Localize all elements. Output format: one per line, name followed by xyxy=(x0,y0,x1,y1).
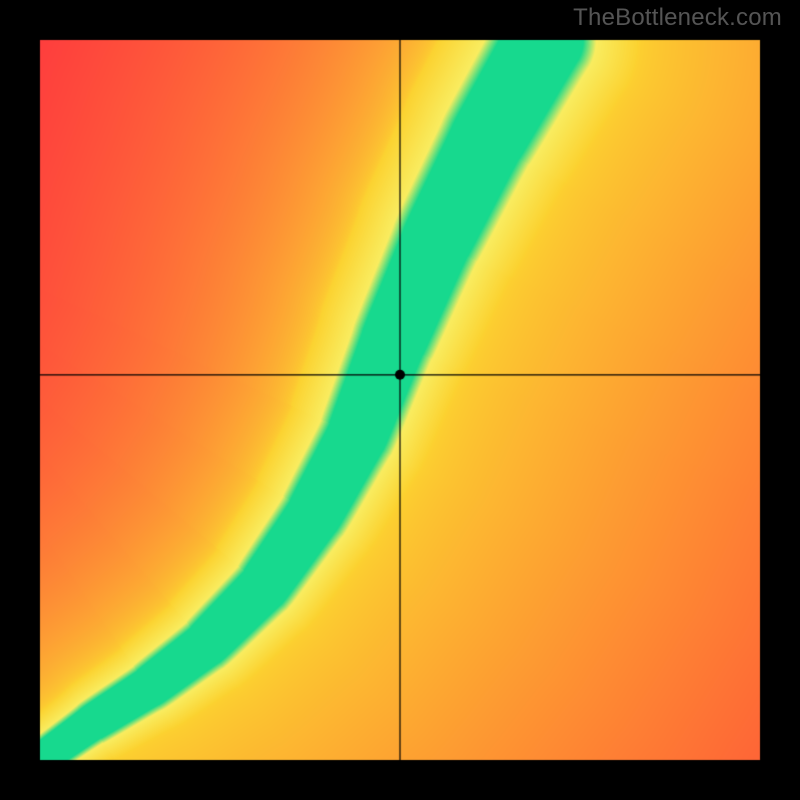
watermark-text: TheBottleneck.com xyxy=(573,4,782,32)
heatmap-canvas xyxy=(0,0,800,800)
chart-container: TheBottleneck.com xyxy=(0,0,800,800)
